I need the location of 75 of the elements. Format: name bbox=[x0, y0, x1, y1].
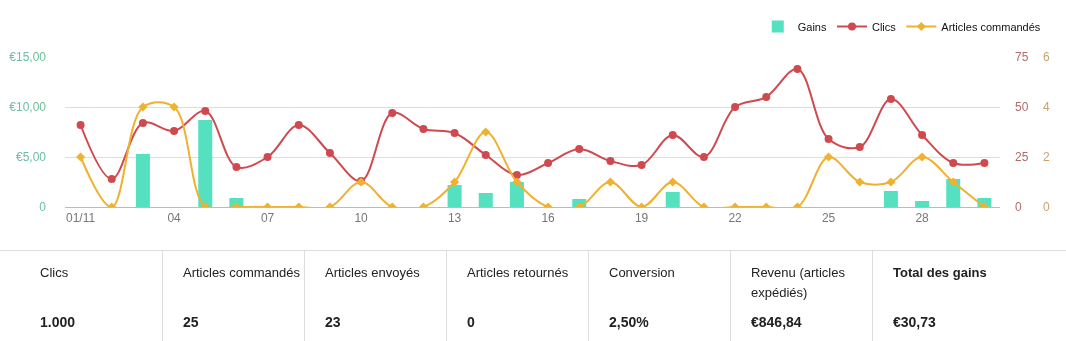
point bbox=[544, 159, 553, 167]
bar bbox=[198, 120, 213, 207]
point bbox=[170, 127, 179, 135]
point bbox=[606, 157, 615, 165]
point bbox=[949, 159, 958, 167]
y-tick-label: 0 bbox=[39, 200, 47, 215]
point bbox=[918, 131, 927, 139]
point bbox=[699, 153, 708, 161]
point bbox=[980, 159, 989, 167]
y2-tick-label: 50 bbox=[1015, 100, 1029, 115]
x-tick-label: 10 bbox=[354, 211, 369, 226]
x-tick-label: 25 bbox=[821, 211, 836, 226]
bar bbox=[665, 192, 680, 207]
y3-tick-label: 0 bbox=[1043, 200, 1050, 215]
point bbox=[762, 93, 771, 101]
y2-tick-label: 0 bbox=[1015, 200, 1022, 215]
x-tick-label: 07 bbox=[260, 211, 275, 226]
text: Clics bbox=[40, 264, 70, 282]
bar bbox=[915, 201, 930, 207]
legend-label: Articles commandés bbox=[941, 20, 1041, 33]
y2-tick-label: 75 bbox=[1015, 50, 1029, 65]
y3-tick-label: 6 bbox=[1043, 50, 1050, 65]
legend-label: Gains bbox=[797, 20, 827, 33]
y-tick-label: €5,00 bbox=[15, 150, 47, 165]
point bbox=[325, 149, 334, 157]
point bbox=[855, 143, 864, 151]
legend-label: Clics bbox=[871, 20, 897, 33]
y-tick-label: €10,00 bbox=[9, 100, 47, 115]
point bbox=[232, 163, 241, 171]
point bbox=[419, 125, 428, 133]
x-tick-label: 13 bbox=[447, 211, 462, 226]
point bbox=[294, 121, 303, 129]
point bbox=[450, 129, 459, 137]
point bbox=[107, 175, 116, 183]
y3-tick-label: 2 bbox=[1043, 150, 1050, 165]
text: €846,84 bbox=[751, 314, 802, 330]
x-tick-label: 04 bbox=[167, 211, 182, 226]
point bbox=[138, 119, 147, 127]
text: Articles envoyés bbox=[325, 264, 421, 282]
point bbox=[731, 103, 740, 111]
y-tick-label: €15,00 bbox=[9, 50, 47, 65]
x-tick-label: 28 bbox=[915, 211, 930, 226]
x-tick-label: 16 bbox=[541, 211, 556, 226]
x-tick-label: 22 bbox=[728, 211, 743, 226]
text: Conversion bbox=[609, 264, 676, 282]
bar bbox=[447, 185, 462, 207]
point bbox=[793, 65, 802, 73]
point bbox=[76, 121, 85, 129]
bar bbox=[478, 193, 493, 207]
point bbox=[824, 135, 833, 143]
point bbox=[575, 145, 584, 153]
text: 1.000 bbox=[40, 314, 76, 330]
text: Revenu (articles expédiés) bbox=[751, 264, 846, 302]
x-tick-label: 19 bbox=[634, 211, 649, 226]
y2-tick-label: 25 bbox=[1015, 150, 1029, 165]
text: 2,50% bbox=[609, 314, 649, 330]
text: Total des gains bbox=[893, 264, 988, 282]
point bbox=[388, 109, 397, 117]
point bbox=[668, 131, 677, 139]
y3-tick-label: 4 bbox=[1043, 100, 1050, 115]
text: Articles retournés bbox=[467, 264, 570, 282]
point bbox=[481, 151, 490, 159]
bar bbox=[135, 154, 150, 207]
point bbox=[263, 153, 272, 161]
bar bbox=[509, 182, 524, 207]
point bbox=[886, 95, 895, 103]
text: 0 bbox=[467, 314, 475, 330]
text: €30,73 bbox=[893, 314, 936, 330]
point bbox=[637, 161, 646, 169]
bar bbox=[883, 191, 898, 207]
text: 23 bbox=[325, 314, 341, 330]
text: Articles commandés bbox=[183, 264, 302, 282]
text: 25 bbox=[183, 314, 199, 330]
point bbox=[201, 107, 210, 115]
x-tick-label: 01/11 bbox=[66, 211, 96, 226]
